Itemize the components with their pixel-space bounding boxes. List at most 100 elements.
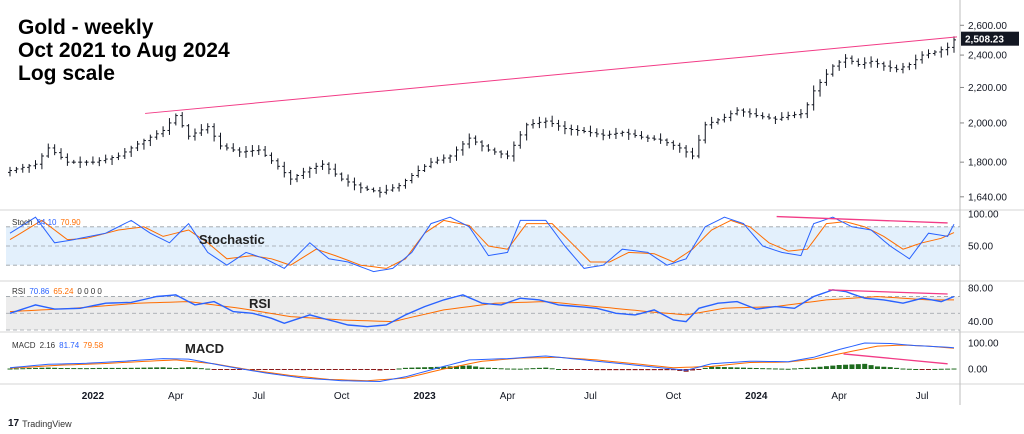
macd-signal-value: 79.58 <box>83 341 104 350</box>
macd-histogram-bar <box>938 368 944 370</box>
macd-histogram-bar <box>249 369 255 370</box>
x-axis-label: 2022 <box>82 391 105 402</box>
macd-histogram-bar <box>887 367 893 369</box>
x-axis-label: Oct <box>334 391 350 402</box>
macd-histogram-bar <box>932 368 938 370</box>
last-price-tag <box>961 31 1019 46</box>
macd-histogram-bar <box>256 369 262 370</box>
macd-histogram-bar <box>422 367 428 369</box>
macd-histogram-bar <box>205 368 211 370</box>
x-axis-label: Jul <box>916 391 929 402</box>
macd-tick-label: 0.00 <box>968 365 988 376</box>
macd-histogram-bar <box>128 367 134 369</box>
stoch-k-value: 84.10 <box>36 218 57 227</box>
macd-histogram-bar <box>84 368 90 370</box>
macd-histogram-bar <box>945 368 951 370</box>
macd-histogram-bar <box>71 368 77 370</box>
macd-histogram-bar <box>26 368 32 370</box>
chart-subtitle: Oct 2021 to Aug 2024 <box>18 39 230 62</box>
last-price-label: 2,508.23 <box>965 35 1004 46</box>
macd-histogram-bar <box>913 369 919 370</box>
macd-histogram-bar <box>689 369 695 371</box>
macd-histogram-bar <box>154 367 160 369</box>
macd-histogram-bar <box>817 366 823 369</box>
macd-histogram-bar <box>390 369 396 370</box>
macd-histogram-bar <box>281 369 287 370</box>
macd-histogram-bar <box>881 366 887 369</box>
macd-histogram-bar <box>894 367 900 369</box>
macd-histogram-bar <box>13 368 19 370</box>
x-axis-label: Apr <box>168 391 184 402</box>
macd-histogram-bar <box>581 369 587 370</box>
stoch-name: Stoch <box>12 218 33 227</box>
macd-histogram-bar <box>517 368 523 370</box>
rsi-name: RSI <box>12 287 26 296</box>
macd-histogram-bar <box>568 369 574 370</box>
macd-histogram-bar <box>951 368 957 370</box>
macd-histogram-bar <box>862 363 868 369</box>
macd-histogram-bar <box>792 368 798 370</box>
macd-histogram-bar <box>122 367 128 369</box>
rsi-extra: 0 0 0 0 <box>77 287 102 296</box>
stoch-k-line <box>9 216 955 273</box>
macd-histogram-bar <box>594 369 600 371</box>
price-tick-label: 1,640.00 <box>968 192 1007 203</box>
macd-histogram-bar <box>320 369 326 370</box>
macd-histogram-bar <box>20 368 26 370</box>
macd-histogram-bar <box>747 367 753 369</box>
x-axis-label: Apr <box>500 391 516 402</box>
macd-histogram-bar <box>830 365 836 369</box>
macd-histogram-bar <box>269 369 275 370</box>
macd-histogram-bar <box>664 369 670 371</box>
x-axis-label: 2023 <box>413 391 436 402</box>
macd-histogram-bar <box>670 369 676 371</box>
brand-text: TradingView <box>22 418 72 429</box>
macd-histogram-bar <box>166 367 172 369</box>
macd-histogram-bar <box>632 369 638 371</box>
macd-histogram-bar <box>109 367 115 369</box>
price-tick-label: 2,600.00 <box>968 21 1007 32</box>
macd-histogram-bar <box>587 369 593 370</box>
macd-histogram-bar <box>556 369 562 370</box>
macd-legend: MACD 2.16 81.74 79.58 <box>12 341 107 350</box>
stoch-panel-label: Stochastic <box>199 232 265 247</box>
macd-histogram-bar <box>549 368 555 370</box>
macd-histogram-bar <box>702 367 708 369</box>
rsi-tick-label: 40.00 <box>968 317 993 328</box>
rsi-tick-label: 80.00 <box>968 284 993 295</box>
macd-histogram-bar <box>709 366 715 369</box>
macd-histogram-bar <box>562 369 568 370</box>
macd-histogram-bar <box>613 369 619 371</box>
price-tick-label: 2,000.00 <box>968 118 1007 129</box>
macd-histogram-bar <box>492 367 498 369</box>
price-tick-label: 2,200.00 <box>968 83 1007 94</box>
macd-histogram-bar <box>453 366 459 369</box>
stoch-tick-label: 50.00 <box>968 242 993 253</box>
stoch-legend: Stoch 84.10 70.90 <box>12 218 85 227</box>
macd-histogram-bar <box>925 369 931 370</box>
macd-histogram-bar <box>741 367 747 369</box>
macd-histogram-bar <box>530 368 536 370</box>
macd-histogram-bar <box>772 368 778 370</box>
macd-histogram-bar <box>173 368 179 370</box>
tradingview-brand[interactable]: 17 TradingView <box>8 418 72 429</box>
macd-histogram-bar <box>58 367 64 369</box>
x-axis-label: Jul <box>252 391 265 402</box>
macd-histogram-bar <box>96 367 102 369</box>
macd-histogram-bar <box>600 369 606 371</box>
macd-histogram-bar <box>103 367 109 369</box>
macd-histogram-bar <box>147 367 153 369</box>
macd-line-value: 81.74 <box>59 341 80 350</box>
macd-histogram-bar <box>505 368 511 370</box>
macd-histogram-bar <box>186 367 192 369</box>
macd-histogram-bar <box>415 367 421 369</box>
x-axis-label: Jul <box>584 391 597 402</box>
macd-histogram-bar <box>696 369 702 370</box>
macd-histogram-bar <box>868 365 874 369</box>
macd-histogram-bar <box>619 369 625 371</box>
macd-histogram-bar <box>275 369 281 370</box>
macd-histogram-bar <box>326 369 332 370</box>
macd-histogram-bar <box>855 364 861 369</box>
macd-divergence-line <box>843 353 948 365</box>
